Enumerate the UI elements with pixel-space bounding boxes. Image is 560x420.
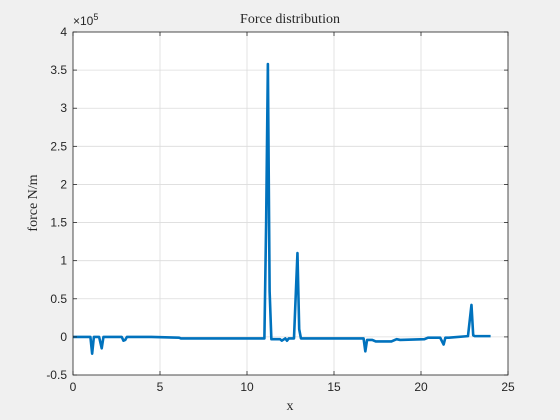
series-line-force xyxy=(73,62,491,355)
y-tick-label: 1.5 xyxy=(50,216,67,230)
y-tick-label: -0.5 xyxy=(46,368,67,382)
ticks xyxy=(72,31,509,376)
y-multiplier-exponent: 5 xyxy=(93,12,98,22)
tick-labels: 0 5 10 15 20 25-0.500.511.522.533.54 xyxy=(46,25,515,394)
chart-title: Force distribution xyxy=(240,12,340,27)
y-axis-label: force N/m xyxy=(26,174,41,231)
x-tick-label: 10 xyxy=(240,380,254,394)
y-tick-label: 3 xyxy=(60,101,67,115)
x-tick-label: 0 xyxy=(70,380,77,394)
y-multiplier: ×105 xyxy=(73,12,98,28)
x-axis-label: x xyxy=(287,399,294,414)
axes-background xyxy=(73,32,508,375)
y-tick-label: 3.5 xyxy=(50,63,67,77)
x-tick-label: 15 xyxy=(327,380,341,394)
axes-box xyxy=(72,31,509,376)
y-multiplier-base: ×10 xyxy=(73,14,94,28)
x-tick-label: 25 xyxy=(501,380,515,394)
y-tick-label: 2.5 xyxy=(50,139,67,153)
y-tick-label: 1 xyxy=(60,254,67,268)
x-tick-label: 20 xyxy=(414,380,428,394)
y-tick-label: 0 xyxy=(60,330,67,344)
y-tick-label: 4 xyxy=(60,25,67,39)
y-tick-label: 2 xyxy=(60,177,67,191)
x-tick-label: 5 xyxy=(157,380,164,394)
y-tick-label: 0.5 xyxy=(50,292,67,306)
